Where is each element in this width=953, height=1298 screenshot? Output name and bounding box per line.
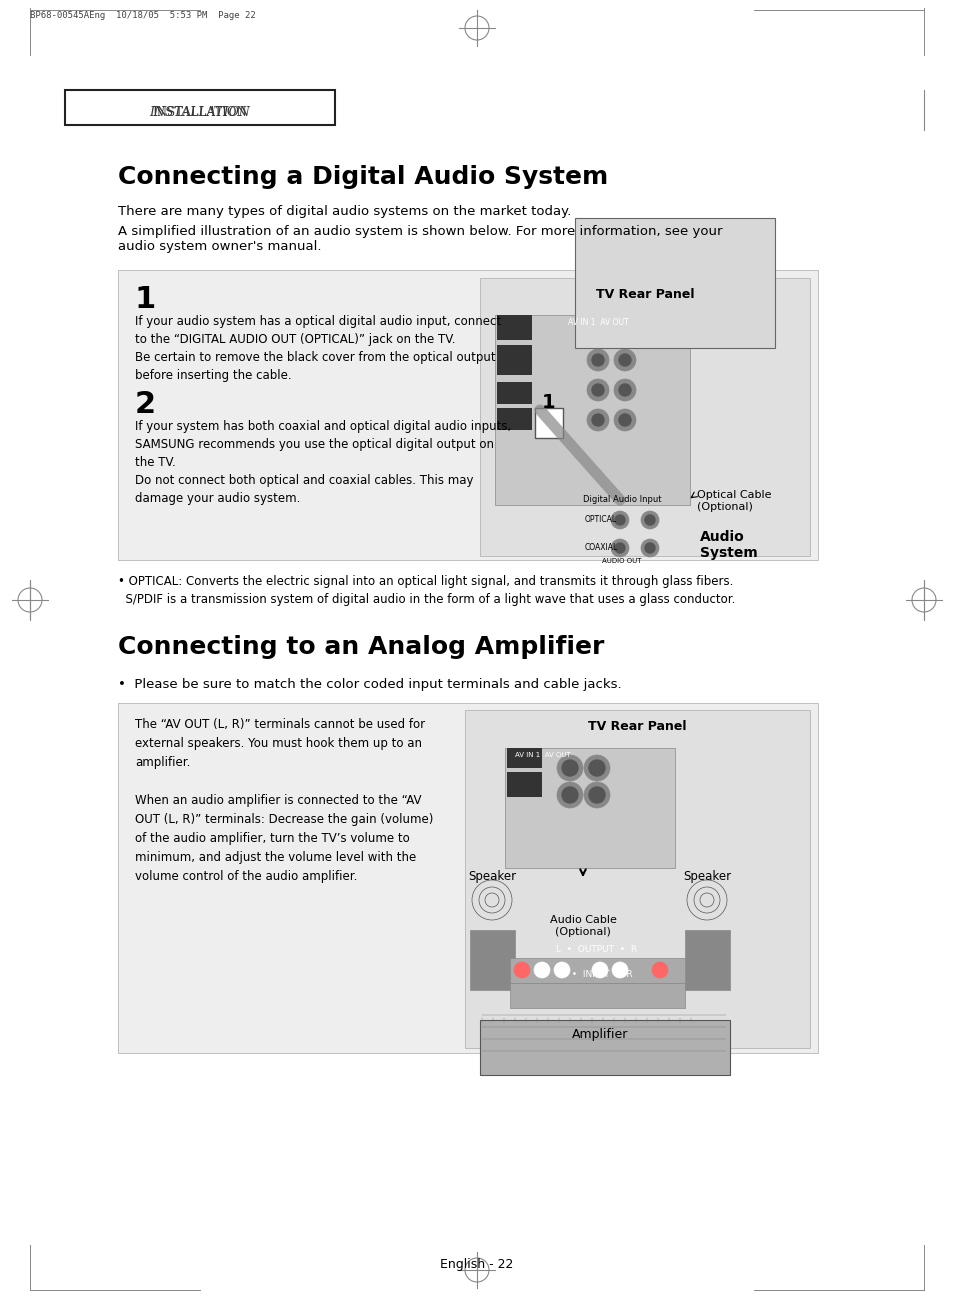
Text: TV Rear Panel: TV Rear Panel: [587, 720, 685, 733]
Circle shape: [618, 414, 630, 426]
Circle shape: [614, 319, 636, 341]
Text: Digital Audio Input: Digital Audio Input: [582, 495, 660, 504]
Circle shape: [618, 354, 630, 366]
Text: Audio Cable
(Optional): Audio Cable (Optional): [549, 915, 616, 937]
Text: If your system has both coaxial and optical digital audio inputs,
SAMSUNG recomm: If your system has both coaxial and opti…: [135, 421, 511, 505]
Circle shape: [586, 409, 608, 431]
Circle shape: [610, 539, 628, 557]
FancyBboxPatch shape: [510, 958, 684, 983]
Text: Speaker: Speaker: [682, 870, 730, 883]
Circle shape: [618, 324, 630, 336]
Circle shape: [588, 761, 604, 776]
Circle shape: [592, 962, 607, 977]
Text: INSTALLATION: INSTALLATION: [152, 105, 247, 118]
Circle shape: [640, 539, 659, 557]
Circle shape: [644, 543, 655, 553]
Circle shape: [534, 962, 550, 977]
Text: 2: 2: [135, 389, 156, 419]
Text: OPTICAL: OPTICAL: [584, 515, 617, 524]
Text: COAXIAL: COAXIAL: [584, 543, 618, 552]
Bar: [497, 408, 532, 430]
FancyBboxPatch shape: [470, 929, 515, 990]
FancyBboxPatch shape: [118, 704, 817, 1053]
Bar: [497, 315, 532, 340]
Text: English - 22: English - 22: [440, 1258, 513, 1271]
Circle shape: [610, 511, 628, 530]
Text: TV Rear Panel: TV Rear Panel: [595, 288, 694, 301]
Circle shape: [614, 349, 636, 371]
FancyBboxPatch shape: [464, 710, 809, 1047]
Bar: [535, 408, 562, 437]
Text: •  Please be sure to match the color coded input terminals and cable jacks.: • Please be sure to match the color code…: [118, 678, 621, 691]
Text: • OPTICAL: Converts the electric signal into an optical light signal, and transm: • OPTICAL: Converts the electric signal …: [118, 575, 735, 606]
Circle shape: [612, 962, 627, 977]
Text: INSTALLATION: INSTALLATION: [150, 105, 251, 118]
Text: AUDIO OUT: AUDIO OUT: [601, 558, 641, 565]
Text: The “AV OUT (L, R)” terminals cannot be used for
external speakers. You must hoo: The “AV OUT (L, R)” terminals cannot be …: [135, 718, 433, 883]
Text: AV IN 1  AV OUT: AV IN 1 AV OUT: [567, 318, 628, 327]
FancyBboxPatch shape: [479, 1020, 729, 1075]
Circle shape: [583, 781, 609, 807]
Circle shape: [651, 962, 667, 977]
Circle shape: [614, 379, 636, 401]
Text: If your audio system has a optical digital audio input, connect
to the “DIGITAL : If your audio system has a optical digit…: [135, 315, 500, 382]
Circle shape: [554, 962, 569, 977]
Text: Optical Cable
(Optional): Optical Cable (Optional): [697, 491, 771, 511]
Bar: [497, 382, 532, 404]
Text: 1: 1: [541, 393, 556, 411]
Text: BP68-00545AEng  10/18/05  5:53 PM  Page 22: BP68-00545AEng 10/18/05 5:53 PM Page 22: [30, 10, 255, 19]
Circle shape: [586, 379, 608, 401]
Text: Connecting to an Analog Amplifier: Connecting to an Analog Amplifier: [118, 635, 604, 659]
Bar: [506, 748, 541, 768]
Circle shape: [592, 354, 603, 366]
FancyBboxPatch shape: [504, 748, 675, 868]
Circle shape: [592, 324, 603, 336]
Circle shape: [561, 761, 578, 776]
Text: Connecting a Digital Audio System: Connecting a Digital Audio System: [118, 165, 608, 190]
Circle shape: [592, 414, 603, 426]
Text: L  •  INPUT  •  R: L • INPUT • R: [560, 970, 632, 979]
Text: There are many types of digital audio systems on the market today.: There are many types of digital audio sy…: [118, 205, 571, 218]
Circle shape: [586, 319, 608, 341]
FancyBboxPatch shape: [684, 929, 729, 990]
Circle shape: [592, 384, 603, 396]
Circle shape: [514, 962, 530, 977]
Text: 1: 1: [135, 286, 156, 314]
Text: Speaker: Speaker: [468, 870, 516, 883]
FancyBboxPatch shape: [118, 270, 817, 559]
Circle shape: [618, 384, 630, 396]
Text: L  •  OUTPUT  •  R: L • OUTPUT • R: [556, 945, 637, 954]
Text: AV IN 1  AV OUT: AV IN 1 AV OUT: [515, 752, 570, 758]
FancyBboxPatch shape: [575, 218, 774, 348]
FancyBboxPatch shape: [65, 90, 335, 125]
Circle shape: [588, 787, 604, 803]
Circle shape: [557, 781, 582, 807]
Circle shape: [561, 787, 578, 803]
Text: A simplified illustration of an audio system is shown below. For more informatio: A simplified illustration of an audio sy…: [118, 225, 721, 253]
Circle shape: [615, 543, 624, 553]
Text: Amplifier: Amplifier: [571, 1028, 627, 1041]
FancyBboxPatch shape: [479, 278, 809, 556]
Circle shape: [614, 409, 636, 431]
FancyBboxPatch shape: [510, 983, 684, 1009]
Circle shape: [583, 755, 609, 781]
Bar: [497, 345, 532, 375]
Circle shape: [644, 515, 655, 524]
Text: Audio
System: Audio System: [700, 530, 757, 561]
Circle shape: [586, 349, 608, 371]
Circle shape: [557, 755, 582, 781]
Circle shape: [615, 515, 624, 524]
FancyBboxPatch shape: [495, 315, 689, 505]
Circle shape: [640, 511, 659, 530]
Bar: [506, 772, 541, 797]
